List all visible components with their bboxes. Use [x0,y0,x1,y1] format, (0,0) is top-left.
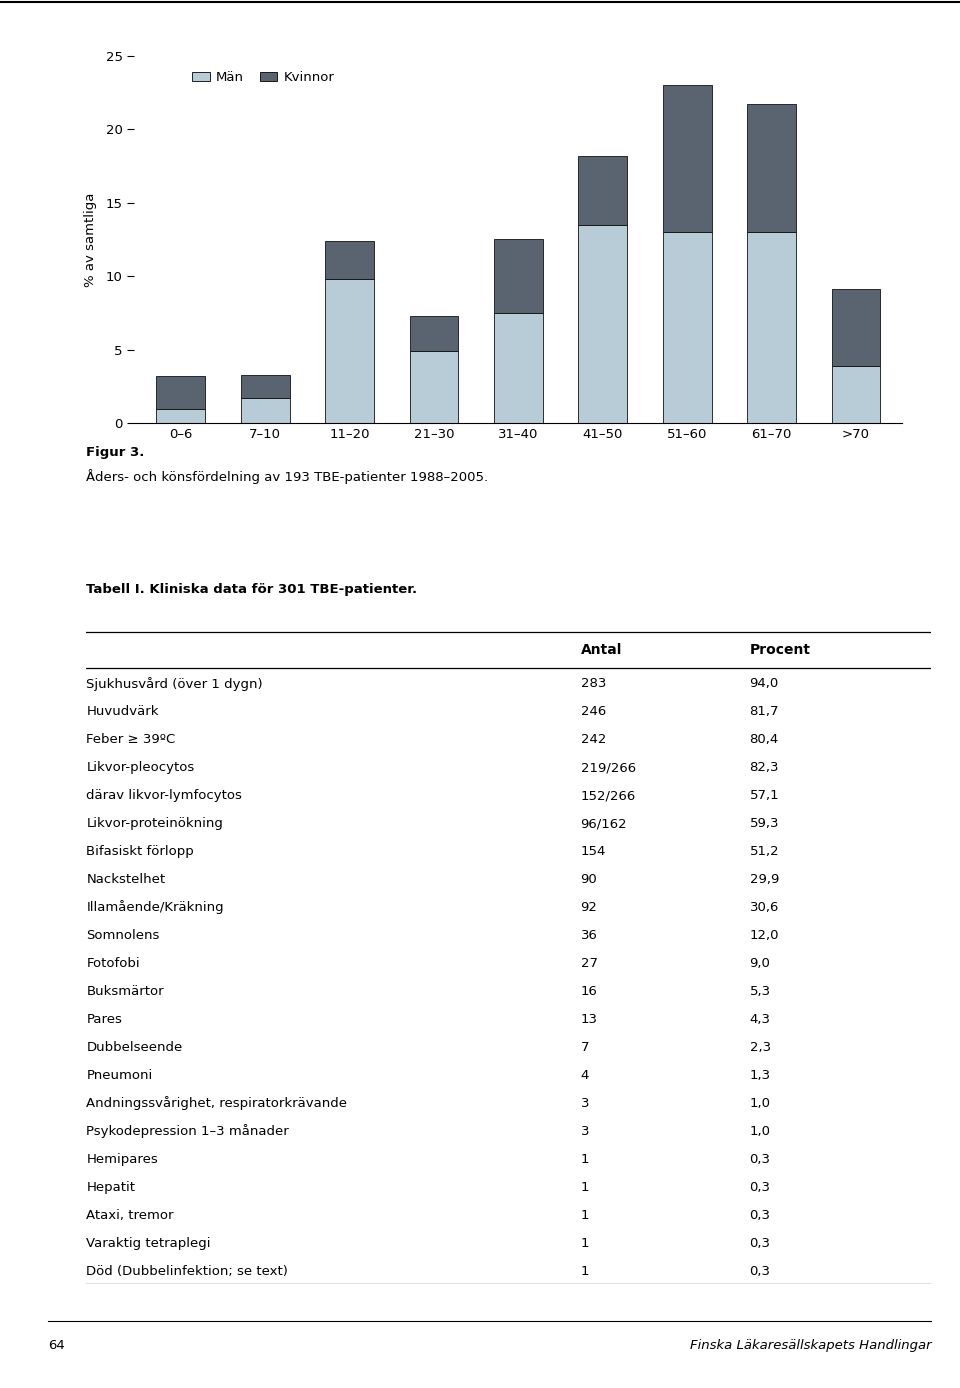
Bar [325,279,374,423]
Text: Finska Läkaresällskapets Handlingar: Finska Läkaresällskapets Handlingar [689,1339,931,1352]
Text: 7: 7 [581,1041,589,1053]
Text: 29,9: 29,9 [750,873,779,886]
Bar [662,232,711,423]
Bar [494,240,542,314]
Text: Dubbelseende: Dubbelseende [86,1041,182,1053]
Text: 152/266: 152/266 [581,788,636,802]
Text: 1: 1 [581,1181,589,1194]
Text: 2,3: 2,3 [750,1041,771,1053]
Text: 242: 242 [581,733,606,745]
Bar [156,376,205,408]
Text: 13: 13 [581,1013,598,1026]
Text: 30,6: 30,6 [750,901,779,913]
Text: 1,3: 1,3 [750,1069,771,1081]
Text: 96/162: 96/162 [581,818,627,830]
Text: Somnolens: Somnolens [86,929,159,942]
Text: Ataxi, tremor: Ataxi, tremor [86,1209,174,1221]
Text: Feber ≥ 39ºC: Feber ≥ 39ºC [86,733,176,745]
Bar [747,232,796,423]
Text: Död (Dubbelinfektion; se text): Död (Dubbelinfektion; se text) [86,1264,288,1278]
Text: 4,3: 4,3 [750,1013,771,1026]
Text: 219/266: 219/266 [581,761,636,775]
Bar [831,290,880,366]
Text: Psykodepression 1–3 månader: Psykodepression 1–3 månader [86,1124,289,1138]
Text: Nackstelhet: Nackstelhet [86,873,165,886]
Text: 3: 3 [581,1124,589,1138]
Text: 64: 64 [48,1339,64,1352]
Text: 59,3: 59,3 [750,818,780,830]
Bar [241,375,290,398]
Bar [494,314,542,423]
Bar [831,366,880,423]
Text: 36: 36 [581,929,597,942]
Legend: Män, Kvinnor: Män, Kvinnor [187,65,340,89]
Text: 3: 3 [581,1097,589,1110]
Text: 1,0: 1,0 [750,1097,771,1110]
Text: 154: 154 [581,845,606,858]
Text: Varaktig tetraplegi: Varaktig tetraplegi [86,1237,211,1249]
Text: Buksmärtor: Buksmärtor [86,985,164,998]
Text: 0,3: 0,3 [750,1264,771,1278]
Text: 0,3: 0,3 [750,1209,771,1221]
Text: 246: 246 [581,705,606,718]
Text: 82,3: 82,3 [750,761,780,775]
Bar [325,242,374,279]
Bar [241,398,290,423]
Text: Procent: Procent [750,643,810,657]
Text: Hemipares: Hemipares [86,1153,158,1166]
Text: 90: 90 [581,873,597,886]
Text: 1: 1 [581,1264,589,1278]
Text: 27: 27 [581,956,598,970]
Text: 1: 1 [581,1209,589,1221]
Text: Hepatit: Hepatit [86,1181,135,1194]
Text: 81,7: 81,7 [750,705,780,718]
Text: Pares: Pares [86,1013,122,1026]
Text: 4: 4 [581,1069,589,1081]
Text: Fotofobi: Fotofobi [86,956,140,970]
Text: Åders- och könsfördelning av 193 TBE-patienter 1988–2005.: Åders- och könsfördelning av 193 TBE-pat… [86,469,489,484]
Text: Figur 3.: Figur 3. [86,446,145,458]
Text: Illamående/Kräkning: Illamående/Kräkning [86,901,224,915]
Text: 9,0: 9,0 [750,956,771,970]
Text: Tabell I. Kliniska data för 301 TBE-patienter.: Tabell I. Kliniska data för 301 TBE-pati… [86,583,418,595]
Bar [410,351,459,423]
Text: Likvor-proteinökning: Likvor-proteinökning [86,818,224,830]
Text: Andningssvårighet, respiratorkrävande: Andningssvårighet, respiratorkrävande [86,1097,348,1110]
Bar [578,155,627,225]
Text: 0,3: 0,3 [750,1181,771,1194]
Text: därav likvor-lymfocytos: därav likvor-lymfocytos [86,788,242,802]
Text: 1: 1 [581,1153,589,1166]
Text: 0,3: 0,3 [750,1237,771,1249]
Text: 51,2: 51,2 [750,845,780,858]
Text: Pneumoni: Pneumoni [86,1069,153,1081]
Text: Likvor-pleocytos: Likvor-pleocytos [86,761,195,775]
Y-axis label: % av samtliga: % av samtliga [84,193,97,286]
Text: 283: 283 [581,677,606,690]
Text: Antal: Antal [581,643,622,657]
Bar [410,316,459,351]
Text: Sjukhusvård (över 1 dygn): Sjukhusvård (över 1 dygn) [86,676,263,691]
Bar [662,85,711,232]
Text: 92: 92 [581,901,597,913]
Text: 16: 16 [581,985,597,998]
Text: 80,4: 80,4 [750,733,779,745]
Bar [156,408,205,423]
Text: 94,0: 94,0 [750,677,779,690]
Bar [578,225,627,423]
Text: 57,1: 57,1 [750,788,780,802]
Text: 1,0: 1,0 [750,1124,771,1138]
Text: 5,3: 5,3 [750,985,771,998]
Text: Huvudvärk: Huvudvärk [86,705,159,718]
Text: 12,0: 12,0 [750,929,780,942]
Bar [747,104,796,232]
Text: Bifasiskt förlopp: Bifasiskt förlopp [86,845,194,858]
Text: 0,3: 0,3 [750,1153,771,1166]
Text: 1: 1 [581,1237,589,1249]
